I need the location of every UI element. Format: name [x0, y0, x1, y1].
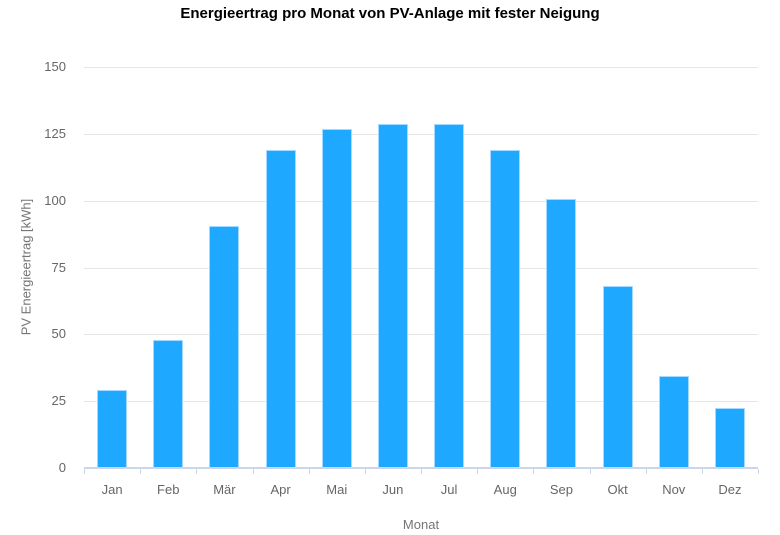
bar-sep[interactable]: [546, 199, 577, 468]
y-tick-label-50: 50: [51, 326, 66, 342]
bar-jun[interactable]: [377, 124, 408, 468]
x-axis-tick-mark: [196, 469, 198, 474]
bar-nov[interactable]: [658, 375, 689, 468]
bar-feb[interactable]: [153, 339, 184, 468]
chart-title: Energieertrag pro Monat von PV-Anlage mi…: [180, 5, 600, 22]
x-tick-label-sep: Sep: [549, 482, 573, 497]
x-axis-tick-mark: [421, 469, 422, 474]
x-tick-label-jul: Jul: [440, 482, 458, 497]
bar-mai[interactable]: [321, 128, 352, 468]
y-tick-label-100: 100: [44, 192, 66, 208]
gridline-y-75: [84, 267, 758, 269]
x-axis-tick-mark: [645, 469, 647, 474]
bar-jul[interactable]: [434, 124, 465, 468]
x-tick-label-mär: Mär: [213, 482, 236, 497]
y-tick-label-150: 150: [44, 59, 66, 74]
bar-dez[interactable]: [714, 407, 745, 468]
bar-jan[interactable]: [97, 390, 128, 468]
bar-mär[interactable]: [209, 226, 240, 468]
gridline-y-25: [84, 401, 758, 403]
x-axis-tick-mark: [252, 469, 254, 474]
x-tick-label-jan: Jan: [101, 482, 123, 497]
x-tick-label-mai: Mai: [326, 482, 348, 497]
x-tick-label-jun: Jun: [382, 482, 404, 497]
y-tick-label-0: 0: [58, 460, 66, 475]
y-tick-label-125: 125: [44, 125, 66, 141]
gridline-y-150: [84, 67, 758, 68]
x-axis-tick-mark: [84, 469, 85, 474]
bar-okt[interactable]: [602, 286, 633, 468]
x-axis-tick-mark: [589, 469, 591, 474]
x-axis-tick-mark: [533, 469, 535, 474]
y-tick-label-25: 25: [51, 393, 66, 409]
x-axis-tick-mark: [364, 469, 366, 474]
gridline-y-100: [84, 200, 758, 202]
x-axis-tick-mark: [477, 469, 479, 474]
bar-aug[interactable]: [490, 149, 521, 468]
x-axis-tick-mark: [758, 469, 759, 474]
gridline-y-50: [84, 334, 758, 336]
x-tick-label-okt: Okt: [607, 482, 628, 497]
bar-apr[interactable]: [265, 149, 296, 468]
x-axis-tick-mark: [701, 469, 703, 474]
x-axis-tick-mark: [140, 469, 142, 474]
x-axis-line: [84, 467, 758, 469]
y-tick-label-75: 75: [51, 259, 66, 275]
x-tick-label-feb: Feb: [157, 482, 180, 497]
x-axis-title: Monat: [402, 517, 440, 532]
x-tick-label-apr: Apr: [270, 482, 291, 497]
gridline-y-125: [84, 133, 758, 135]
x-tick-label-dez: Dez: [718, 482, 742, 497]
x-tick-label-aug: Aug: [493, 482, 517, 497]
x-axis-tick-mark: [308, 469, 310, 474]
plot-area: [84, 67, 758, 469]
x-tick-label-nov: Nov: [662, 482, 686, 497]
